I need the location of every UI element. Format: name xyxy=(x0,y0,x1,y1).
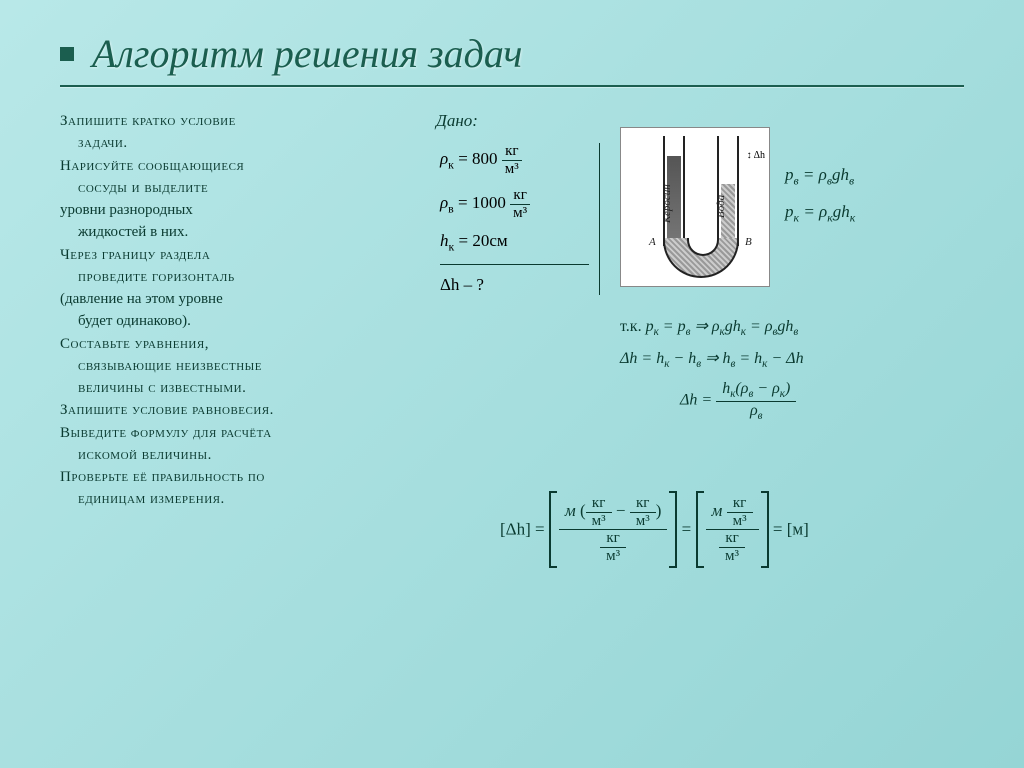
eq-equilibrium: т.к. pк = pв ⇒ ρкghк = ρвghв xyxy=(620,316,804,338)
given-rho-v: ρв = 1000 кгм³ xyxy=(440,187,589,221)
point-b: B xyxy=(745,236,752,248)
step-6a: Составьте уравнения, xyxy=(60,334,410,354)
algorithm-steps: Запишите кратко условие задачи. Нарисуйт… xyxy=(60,111,410,512)
given-h-k: hк = 20см xyxy=(440,231,589,254)
step-1a: Запишите кратко условие xyxy=(60,111,410,131)
step-6c: величины с известными. xyxy=(78,378,410,398)
given-block: ρк = 800 кгм³ ρв = 1000 кгм³ hк = 20см Δ… xyxy=(430,143,600,295)
step-7: Запишите условие равновесия. xyxy=(60,400,410,420)
step-1b: задачи. xyxy=(78,133,410,153)
delta-h-marker: ↕ Δh xyxy=(747,150,765,161)
eq-dh-formula: Δh = hк(ρв − ρк) ρв xyxy=(680,380,804,421)
u-bend xyxy=(663,238,739,278)
eq-dh-relation: Δh = hк − hв ⇒ hв = hк − Δh xyxy=(620,348,804,370)
title-divider xyxy=(60,85,964,87)
step-3a: уровни разнородных xyxy=(60,200,410,220)
step-5a: (давление на этом уровне xyxy=(60,289,410,309)
step-8b: искомой величины. xyxy=(78,445,410,465)
step-4a: Через границу раздела xyxy=(60,245,410,265)
title-bullet xyxy=(60,47,74,61)
given-find: Δh – ? xyxy=(440,275,589,295)
water-label: Вода xyxy=(715,195,727,218)
step-2b: сосуды и выделите xyxy=(78,178,410,198)
step-8a: Выведите формулу для расчёта xyxy=(60,423,410,443)
step-5b: будет одинаково). xyxy=(78,311,410,331)
u-tube-diagram: Керосин Вода A B ↕ Δh xyxy=(620,127,770,287)
step-9a: Проверьте её правильность по xyxy=(60,467,410,487)
given-rho-k: ρк = 800 кгм³ xyxy=(440,143,589,177)
step-2a: Нарисуйте сообщающиеся xyxy=(60,156,410,176)
dimensional-check: [Δh] = м (кгм³ − кгм³) кгм³ = xyxy=(500,491,809,568)
slide-title: Алгоритм решения задач xyxy=(92,30,522,77)
step-6b: связывающие неизвестные xyxy=(78,356,410,376)
pressure-equations: pв = ρвghв pк = ρкghк xyxy=(785,151,855,240)
right-tube xyxy=(717,136,739,246)
step-4b: проведите горизонталь xyxy=(78,267,410,287)
eq-pv: pв = ρвghв xyxy=(785,165,855,188)
derivation: т.к. pк = pв ⇒ ρкghк = ρвghв Δh = hк − h… xyxy=(620,306,804,432)
eq-pk: pк = ρкghк xyxy=(785,202,855,225)
step-9b: единицам измерения. xyxy=(78,489,410,509)
point-a: A xyxy=(649,236,656,248)
step-3b: жидкостей в них. xyxy=(78,222,410,242)
kerosene-label: Керосин xyxy=(661,184,673,223)
